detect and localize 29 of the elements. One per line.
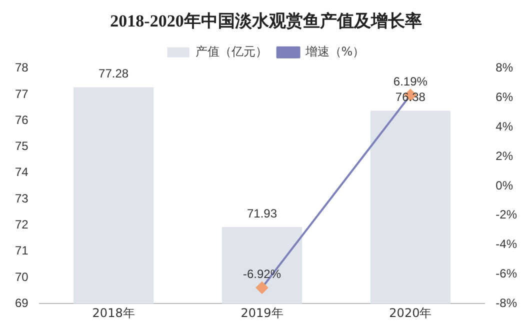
y-tick-label: 72 bbox=[14, 218, 29, 232]
y-tick-label: 74 bbox=[14, 165, 29, 180]
y2-tick-label: -4% bbox=[496, 237, 518, 252]
y-tick-label: 71 bbox=[14, 244, 29, 258]
y2-tick-label: 0% bbox=[496, 178, 514, 192]
y-tick-label: 70 bbox=[14, 270, 29, 284]
x-tick-label: 2020年 bbox=[389, 306, 432, 320]
chart-title: 2018-2020年中国淡水观赏鱼产值及增长率 bbox=[110, 12, 422, 31]
y2-tick-label: 4% bbox=[496, 120, 514, 134]
y-tick-label: 77 bbox=[14, 86, 29, 101]
y-tick-label: 78 bbox=[14, 60, 29, 75]
y-tick-label: 69 bbox=[14, 296, 29, 310]
x-tick-label: 2018年 bbox=[92, 306, 135, 320]
y2-tick-label: -6% bbox=[496, 266, 518, 281]
legend-label: 增速（%） bbox=[304, 44, 365, 59]
y-tick-label: 76 bbox=[14, 112, 29, 127]
data-label: -6.92% bbox=[242, 267, 282, 282]
y-tick-label: 75 bbox=[14, 139, 29, 154]
legend-label: 产值（亿元） bbox=[195, 44, 268, 59]
y2-tick-label: 6% bbox=[496, 90, 514, 104]
data-label: 6.19% bbox=[393, 74, 428, 88]
y2-tick-label: 8% bbox=[496, 60, 514, 75]
y-tick-label: 73 bbox=[14, 191, 29, 206]
y2-tick-label: -8% bbox=[496, 296, 518, 310]
y2-tick-label: -2% bbox=[496, 208, 518, 222]
data-label: 71.93 bbox=[246, 206, 278, 220]
y2-tick-label: 2% bbox=[496, 148, 514, 163]
x-tick-label: 2019年 bbox=[240, 306, 284, 320]
data-label: 77.28 bbox=[98, 66, 129, 81]
